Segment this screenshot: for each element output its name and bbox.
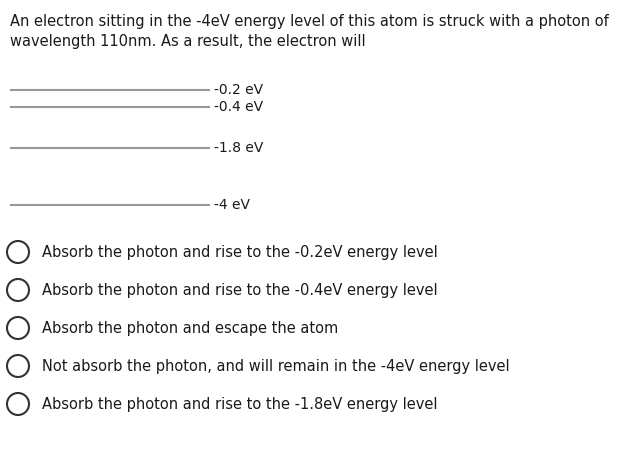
Text: Absorb the photon and rise to the -0.4eV energy level: Absorb the photon and rise to the -0.4eV… bbox=[42, 283, 438, 297]
Text: -1.8 eV: -1.8 eV bbox=[214, 141, 264, 155]
Text: Absorb the photon and rise to the -0.2eV energy level: Absorb the photon and rise to the -0.2eV… bbox=[42, 245, 438, 260]
Text: Not absorb the photon, and will remain in the -4eV energy level: Not absorb the photon, and will remain i… bbox=[42, 359, 510, 374]
Text: wavelength 110nm. As a result, the electron will: wavelength 110nm. As a result, the elect… bbox=[10, 34, 366, 49]
Text: An electron sitting in the -4eV energy level of this atom is struck with a photo: An electron sitting in the -4eV energy l… bbox=[10, 14, 609, 29]
Text: -0.4 eV: -0.4 eV bbox=[214, 100, 263, 114]
Text: -0.2 eV: -0.2 eV bbox=[214, 83, 263, 97]
Text: Absorb the photon and rise to the -1.8eV energy level: Absorb the photon and rise to the -1.8eV… bbox=[42, 396, 437, 411]
Text: Absorb the photon and escape the atom: Absorb the photon and escape the atom bbox=[42, 320, 338, 335]
Text: -4 eV: -4 eV bbox=[214, 198, 250, 212]
